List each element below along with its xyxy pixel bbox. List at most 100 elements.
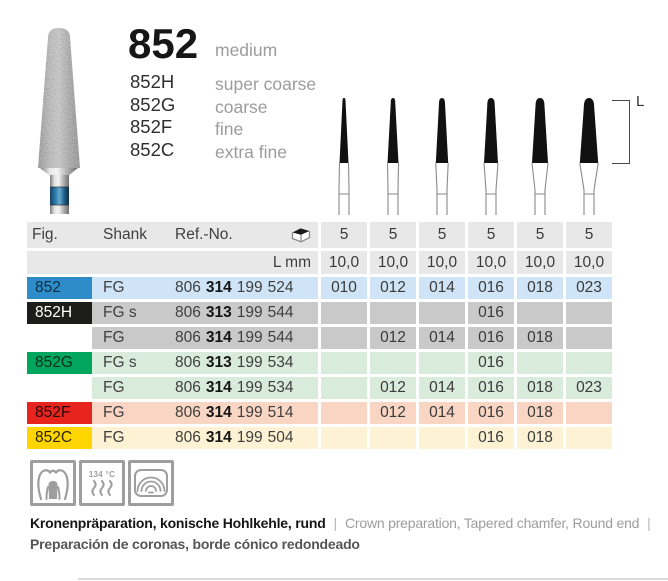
grit-label: medium <box>215 40 278 60</box>
table-row: 852C FG 806 314 199 504 016 018 <box>27 427 612 449</box>
thermal-disinfection-icon <box>128 460 174 506</box>
table-row: 852F FG 806 314 199 514 012 014 016 018 <box>27 402 612 424</box>
shank-cell: FG <box>103 404 125 421</box>
bur-size-diagrams <box>321 95 612 215</box>
size-cell: 016 <box>468 377 514 399</box>
size-cell: 010 <box>321 277 367 299</box>
size-cell <box>321 302 367 324</box>
size-cell: 014 <box>419 277 465 299</box>
variant-code: 852H <box>130 71 175 92</box>
variant-code: 852G <box>130 93 176 115</box>
variant-code: 852C <box>130 138 175 160</box>
fig-label: 852H <box>27 302 92 324</box>
size-cell <box>370 352 416 374</box>
size-cell <box>566 302 612 324</box>
length-row-label: L mm <box>272 253 311 271</box>
length-cell: 10,0 <box>517 251 563 274</box>
size-cell: 016 <box>468 352 514 374</box>
size-cell <box>517 302 563 324</box>
size-cell: 018 <box>517 277 563 299</box>
table-row: 852H FG s 806 313 199 544 016 <box>27 302 612 324</box>
length-cell: 10,0 <box>468 251 514 274</box>
ref-cell: 806 313 199 534 <box>175 354 294 371</box>
ref-cell: 806 314 199 504 <box>175 429 294 446</box>
description-line-2: Preparación de coronas, borde cónico red… <box>30 534 660 555</box>
description-en: Crown preparation, Tapered chamfer, Roun… <box>344 515 640 531</box>
care-icons: 134 °C <box>30 460 174 506</box>
variant-code-list: 852H 852G 852F 852C <box>130 71 175 161</box>
length-row: L mm 10,0 10,0 10,0 10,0 10,0 10,0 <box>27 251 612 274</box>
size-cell <box>419 352 465 374</box>
size-cell: 018 <box>517 427 563 449</box>
length-cell: 10,0 <box>370 251 416 274</box>
shank-cell: FG s <box>103 304 137 321</box>
autoclave-icon: 134 °C <box>79 460 125 506</box>
product-description: Kronenpräparation, konische Hohlkehle, r… <box>30 513 660 555</box>
length-cell: 10,0 <box>566 251 612 274</box>
pack-qty-cell: 5 <box>370 222 416 248</box>
size-cell <box>321 377 367 399</box>
pack-qty-cell: 5 <box>566 222 612 248</box>
variant-code: 852F <box>130 116 173 137</box>
page-title: 852 <box>128 20 199 67</box>
col-header-shank: Shank <box>103 226 147 243</box>
shank-cell: FG <box>103 279 125 296</box>
grit-list: medium super coarse coarse fine extra fi… <box>215 40 316 164</box>
table-row: 852G FG s 806 313 199 534 016 <box>27 352 612 374</box>
size-cell: 012 <box>370 377 416 399</box>
fig-label <box>27 377 92 399</box>
product-table: Fig. Shank Ref.-No. 5 5 5 5 5 5 L mm 10,… <box>27 222 612 452</box>
pack-qty-cell: 5 <box>468 222 514 248</box>
col-header-ref: Ref.-No. <box>175 226 233 243</box>
size-cell: 016 <box>468 427 514 449</box>
size-cell: 014 <box>419 402 465 424</box>
grit-label: super coarse <box>215 74 317 94</box>
ref-cell: 806 313 199 544 <box>175 304 294 321</box>
pack-qty-cell: 5 <box>419 222 465 248</box>
length-label: L <box>636 93 645 110</box>
grit-label: fine <box>215 119 244 139</box>
shank-cell: FG <box>103 429 125 446</box>
ref-cell: 806 314 199 534 <box>175 379 294 396</box>
size-cell: 016 <box>468 302 514 324</box>
bur-diagram-018 <box>531 98 549 215</box>
fig-label: 852 <box>27 277 92 299</box>
size-cell: 012 <box>370 402 416 424</box>
bur-diagram-014 <box>435 98 449 215</box>
size-cell <box>321 402 367 424</box>
shank-cell: FG <box>103 379 125 396</box>
length-cell: 10,0 <box>321 251 367 274</box>
length-bracket <box>612 100 630 164</box>
diamond-bur-photo <box>36 22 122 219</box>
bur-diagram-012 <box>386 98 400 215</box>
ref-cell: 806 314 199 514 <box>175 404 294 421</box>
tooth-crown-icon <box>30 460 76 506</box>
size-cell <box>370 427 416 449</box>
size-cell: 014 <box>419 327 465 349</box>
steam-lines-icon <box>91 480 113 496</box>
section-divider <box>78 578 668 580</box>
grit-label: extra fine <box>215 141 287 162</box>
fig-label: 852G <box>27 352 92 374</box>
size-cell <box>566 427 612 449</box>
shank-cell: FG s <box>103 354 137 371</box>
ref-cell: 806 314 199 544 <box>175 329 294 346</box>
size-cell: 014 <box>419 377 465 399</box>
size-cell: 023 <box>566 377 612 399</box>
fig-label <box>27 327 92 349</box>
size-cell: 018 <box>517 327 563 349</box>
size-cell: 016 <box>468 277 514 299</box>
size-cell <box>419 302 465 324</box>
fig-label: 852F <box>27 402 92 424</box>
size-cell <box>321 427 367 449</box>
size-cell <box>419 427 465 449</box>
shank-cell: FG <box>103 329 125 346</box>
size-cell: 012 <box>370 277 416 299</box>
size-cell: 018 <box>517 377 563 399</box>
bur-diagram-023 <box>579 98 599 215</box>
ref-cell: 806 314 199 524 <box>175 279 294 296</box>
size-cell <box>321 352 367 374</box>
table-row: 852 FG 806 314 199 524 010 012 014 016 018 … <box>27 277 612 299</box>
size-cell <box>566 352 612 374</box>
